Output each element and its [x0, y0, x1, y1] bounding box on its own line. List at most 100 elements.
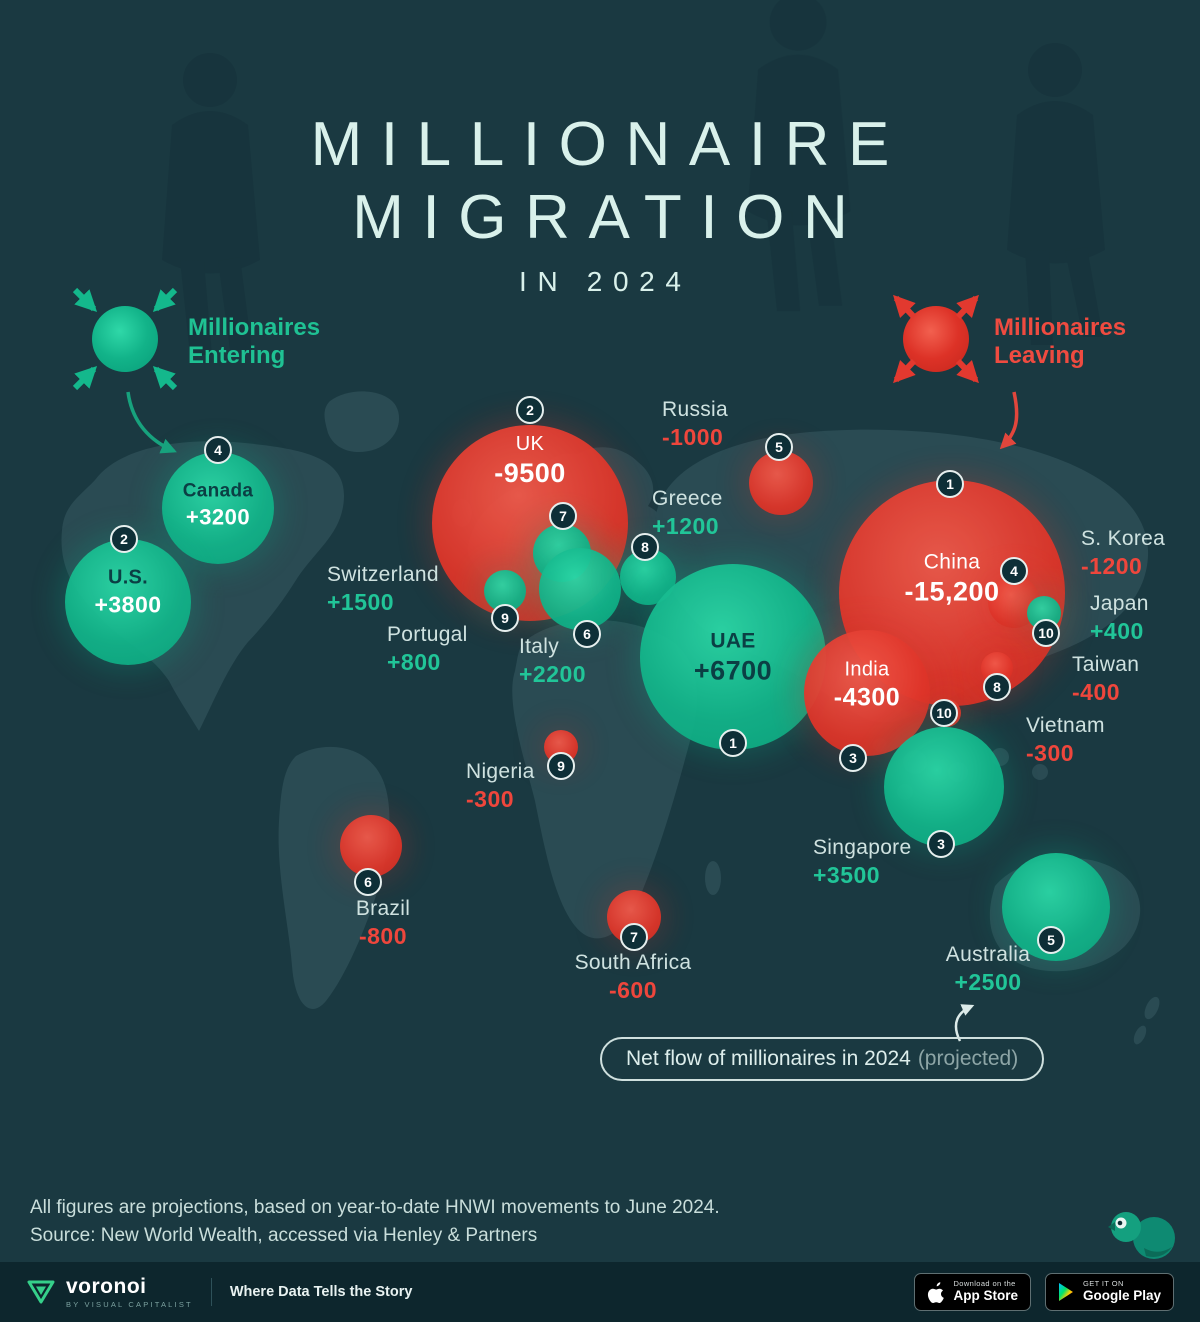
country-value: -300: [1026, 739, 1075, 766]
label-italy: Italy +2200: [519, 635, 586, 687]
brand-block: voronoi BY VISUAL CAPITALIST: [66, 1276, 193, 1309]
label-china: China -15,200: [904, 551, 999, 608]
google-play-badge-top: GET IT ON: [1082, 1279, 1124, 1289]
label-uk: UK -9500: [494, 433, 566, 489]
google-play-badge-bottom: Google Play: [1082, 1288, 1161, 1304]
label-taiwan: Taiwan -400: [1072, 653, 1139, 705]
country-value: -4300: [833, 683, 901, 712]
country-value: +3500: [813, 861, 881, 888]
rank-badge-uk: 2: [516, 396, 544, 424]
country-value: +3800: [94, 591, 162, 618]
label-portugal: Portugal +800: [387, 623, 468, 675]
footnote-line-1: All figures are projections, based on ye…: [30, 1197, 720, 1218]
rank-badge-s-korea: 4: [1000, 557, 1028, 585]
country-value: -1200: [1081, 552, 1143, 579]
rank-badge-australia: 5: [1037, 926, 1065, 954]
country-value: -800: [358, 922, 408, 949]
rank-badge-russia: 5: [765, 433, 793, 461]
net-flow-caption: Net flow of millionaires in 2024 (projec…: [600, 1037, 1045, 1081]
rank-badge-uae: 1: [719, 729, 747, 757]
country-value: +3200: [185, 504, 251, 530]
country-name: Australia: [945, 943, 1031, 966]
store-badges: Download on the App Store GET IT ON: [914, 1273, 1174, 1311]
label-singapore: Singapore +3500: [813, 836, 911, 888]
country-name: Switzerland: [327, 563, 439, 586]
label-u-s: U.S. +3800: [94, 566, 161, 617]
footer-divider: [210, 1278, 212, 1306]
country-value: +800: [387, 648, 441, 675]
country-value: -1000: [662, 423, 724, 450]
country-name: Taiwan: [1072, 653, 1140, 676]
label-vietnam: Vietnam -300: [1026, 714, 1105, 766]
label-india: India -4300: [834, 658, 900, 711]
app-store-badge-top: Download on the: [953, 1279, 1016, 1289]
country-name: Russia: [662, 398, 728, 421]
rank-badge-u-s: 2: [110, 525, 138, 553]
label-south-africa: South Africa -600: [575, 951, 692, 1003]
country-value: -300: [466, 785, 515, 812]
rank-badge-china: 1: [936, 470, 964, 498]
country-value: +1500: [327, 588, 395, 615]
legend-entering-icon: [72, 287, 178, 391]
label-greece: Greece +1200: [652, 487, 723, 539]
country-name: Japan: [1090, 592, 1149, 615]
label-s-korea: S. Korea -1200: [1081, 527, 1165, 579]
rank-badge-switzerland: 7: [549, 502, 577, 530]
label-switzerland: Switzerland +1500: [327, 563, 439, 615]
country-value: -15,200: [904, 576, 1000, 607]
country-name: Brazil: [355, 897, 411, 920]
rank-badge-brazil: 6: [354, 868, 382, 896]
rank-badge-south-africa: 7: [620, 923, 648, 951]
country-name: China: [923, 550, 981, 574]
rank-badge-japan: 10: [1032, 619, 1060, 647]
country-value: -400: [1072, 678, 1121, 705]
footnote-line-2: Source: New World Wealth, accessed via H…: [30, 1225, 538, 1246]
google-play-badge[interactable]: GET IT ON Google Play: [1044, 1273, 1174, 1311]
legend-leaving-icon: [893, 294, 979, 384]
country-value: +2200: [519, 660, 587, 687]
rank-badge-canada: 4: [204, 436, 232, 464]
label-brazil: Brazil -800: [356, 897, 410, 949]
country-name: S. Korea: [1081, 527, 1166, 550]
app-store-badge-bottom: App Store: [953, 1288, 1018, 1304]
country-value: -600: [608, 976, 658, 1003]
rank-badge-taiwan: 8: [983, 673, 1011, 701]
label-japan: Japan +400: [1090, 592, 1149, 644]
country-name: South Africa: [574, 951, 692, 974]
country-name: Singapore: [813, 836, 912, 859]
rank-badge-portugal: 9: [491, 604, 519, 632]
label-nigeria: Nigeria -300: [466, 760, 535, 812]
rank-badge-vietnam: 10: [930, 699, 958, 727]
rank-badge-india: 3: [839, 744, 867, 772]
label-canada: Canada +3200: [183, 481, 253, 530]
country-value: +6700: [693, 655, 773, 686]
country-name: U.S.: [107, 566, 149, 589]
brand-subtitle: BY VISUAL CAPITALIST: [66, 1299, 193, 1309]
country-value: +2500: [954, 968, 1022, 995]
country-name: UAE: [710, 629, 756, 653]
country-name: Portugal: [387, 623, 468, 646]
country-value: -9500: [494, 458, 566, 489]
label-australia: Australia +2500: [946, 943, 1030, 995]
voronoi-logo-icon: [27, 1280, 55, 1304]
title-subtitle: IN 2024: [519, 266, 692, 298]
legend-leaving-label: Millionaires Leaving: [994, 314, 1127, 370]
country-value: +400: [1090, 617, 1144, 644]
app-store-badge[interactable]: Download on the App Store: [914, 1273, 1031, 1311]
google-play-icon: [1058, 1283, 1073, 1301]
net-flow-caption-text: Net flow of millionaires in 2024: [626, 1047, 911, 1070]
country-name: Vietnam: [1026, 714, 1105, 737]
country-name: India: [844, 658, 890, 681]
country-value: +1200: [652, 512, 720, 539]
country-name: Nigeria: [466, 760, 535, 783]
country-name: Greece: [652, 487, 723, 510]
country-name: Italy: [519, 635, 560, 658]
brand-name: voronoi: [66, 1274, 147, 1298]
footer-bar: voronoi BY VISUAL CAPITALIST Where Data …: [0, 1262, 1200, 1322]
label-uae: UAE +6700: [694, 630, 772, 687]
footer-tagline: Where Data Tells the Story: [229, 1284, 413, 1300]
label-russia: Russia -1000: [662, 398, 728, 450]
net-flow-caption-suffix: (projected): [917, 1047, 1019, 1070]
